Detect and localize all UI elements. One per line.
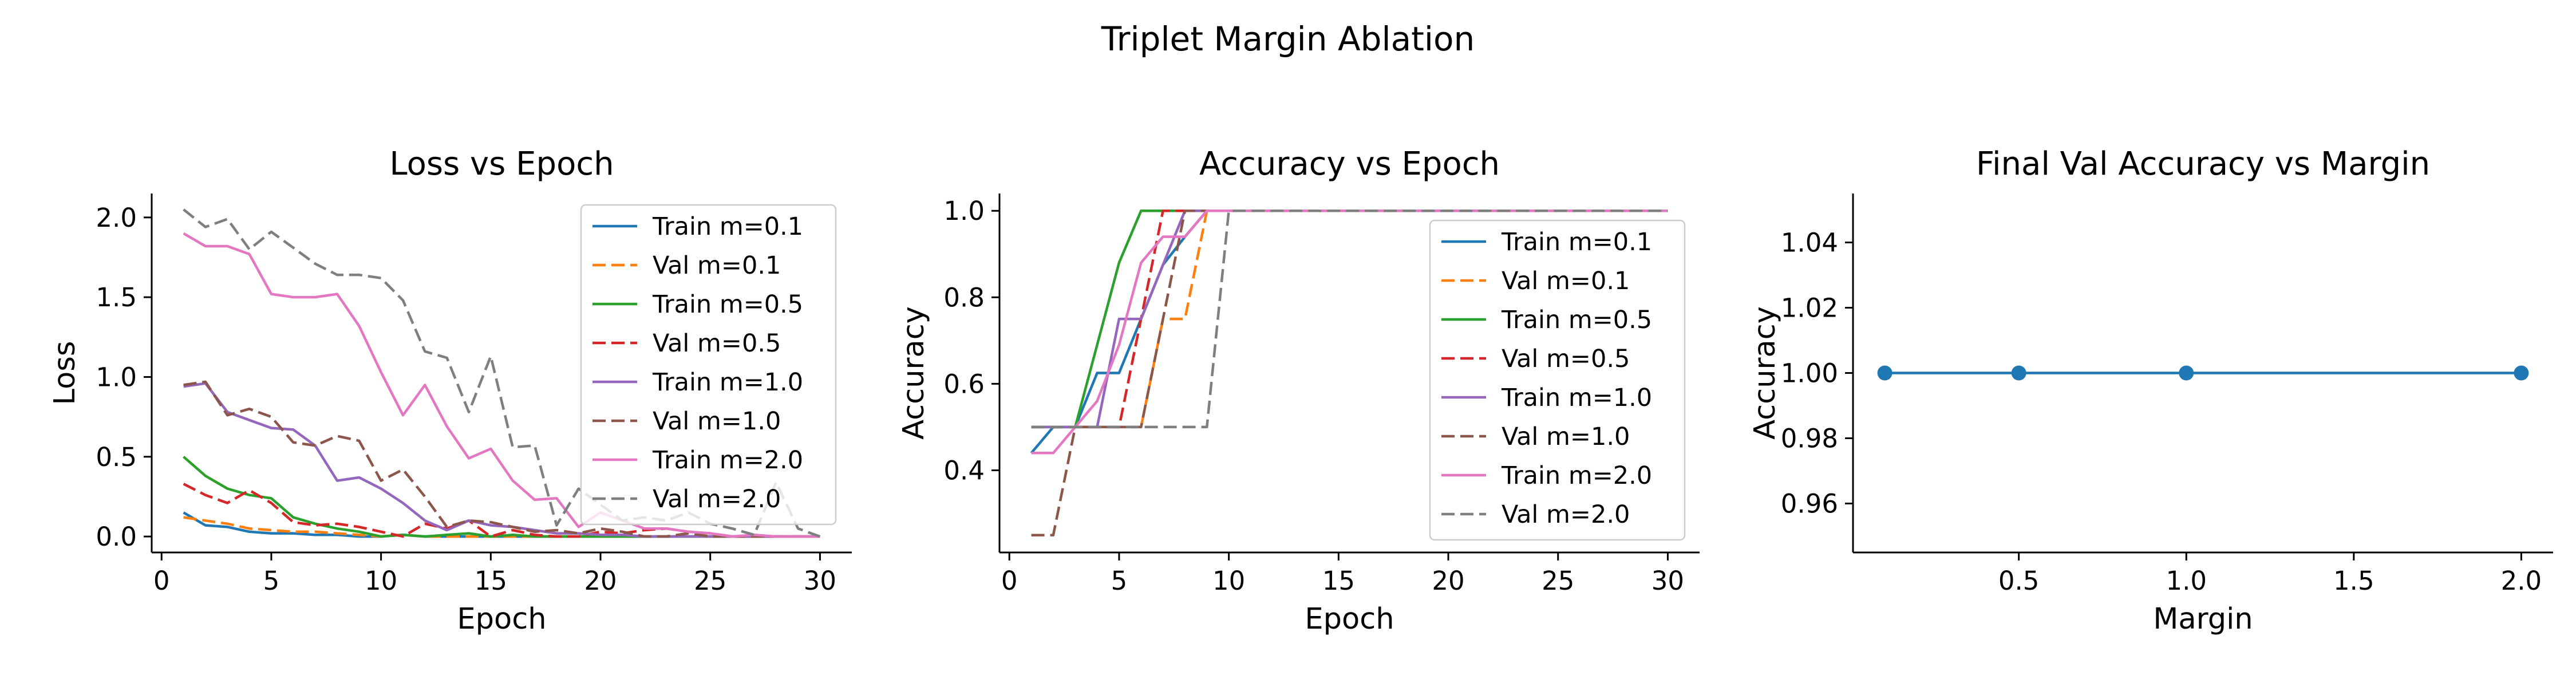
y-tick-label: 2.0 — [96, 203, 137, 233]
legend-entry: Val m=0.5 — [653, 329, 781, 358]
x-tick-label: 20 — [584, 566, 617, 596]
series-line-8 — [1031, 209, 1668, 429]
data-point — [2514, 365, 2529, 381]
x-tick-label: 0.5 — [1998, 566, 2040, 596]
series-line-4 — [183, 483, 820, 538]
x-tick-label: 5 — [263, 566, 280, 596]
y-tick-label: 0.6 — [943, 369, 985, 399]
y-tick-label: 1.0 — [943, 196, 985, 226]
y-tick-label: 0.98 — [1781, 424, 1838, 454]
x-axis-label: Margin — [2153, 602, 2253, 636]
x-tick-label: 30 — [1652, 566, 1684, 596]
x-tick-label: 25 — [1542, 566, 1574, 596]
x-tick-label: 0 — [1001, 566, 1018, 596]
legend-entry: Train m=0.5 — [652, 290, 803, 319]
plot-area — [183, 208, 821, 538]
y-tick-label: 0.0 — [96, 522, 137, 552]
legend-entry: Train m=2.0 — [1501, 461, 1652, 490]
legend-frame — [1429, 219, 1686, 541]
y-axis-label: Accuracy — [897, 306, 931, 440]
legend-entry: Val m=0.5 — [1502, 345, 1630, 373]
y-tick-label: 1.04 — [1781, 228, 1838, 258]
legend-frame — [580, 204, 837, 526]
x-tick-label: 20 — [1432, 566, 1464, 596]
x-axis-label: Epoch — [457, 602, 546, 636]
chart-panel-1: Loss vs Epoch 0 5 10 15 20 25 30 0.0 0.5 1.0 1.5 2.0… — [48, 145, 852, 636]
series-line-7 — [183, 232, 820, 538]
y-tick-label: 0.5 — [96, 442, 137, 472]
chart-title: Loss vs Epoch — [389, 145, 614, 183]
x-axis-label: Epoch — [1305, 602, 1394, 636]
y-tick-label: 0.96 — [1781, 489, 1838, 519]
legend-entry: Train m=0.5 — [1501, 306, 1652, 334]
x-tick-label: 1.0 — [2166, 566, 2207, 596]
y-tick-label: 0.8 — [943, 282, 985, 313]
legend-entry: Val m=1.0 — [1502, 423, 1630, 451]
y-tick-label: 0.4 — [943, 455, 985, 485]
y-axis-label: Accuracy — [1748, 306, 1782, 440]
x-tick-label: 10 — [1212, 566, 1245, 596]
plot-area — [1030, 209, 1668, 537]
chart-title: Accuracy vs Epoch — [1199, 145, 1500, 183]
y-tick-label: 1.02 — [1781, 293, 1838, 323]
x-tick-label: 15 — [475, 566, 507, 596]
x-tick-label: 30 — [804, 566, 836, 596]
legend-entry: Train m=0.1 — [1501, 228, 1652, 256]
x-tick-label: 25 — [694, 566, 726, 596]
legend-entry: Train m=1.0 — [652, 368, 803, 397]
legend: Train m=0.1 Val m=0.1 Train m=0.5 Val m=0.5… — [580, 204, 837, 526]
legend-entry: Train m=1.0 — [1501, 384, 1652, 412]
data-point — [2179, 365, 2194, 381]
series-line-6 — [183, 380, 820, 538]
legend-entry: Train m=2.0 — [652, 446, 803, 475]
legend-entry: Val m=2.0 — [1502, 500, 1630, 529]
legend-entry: Val m=1.0 — [653, 407, 781, 436]
y-tick-label: 1.00 — [1781, 358, 1838, 389]
legend-entry: Val m=0.1 — [1502, 267, 1630, 295]
chart-title: Final Val Accuracy vs Margin — [1976, 145, 2430, 183]
y-tick-label: 1.5 — [96, 282, 137, 313]
x-tick-label: 5 — [1111, 566, 1128, 596]
x-tick-label: 10 — [365, 566, 397, 596]
x-tick-label: 0 — [153, 566, 170, 596]
chart-panel-2: Accuracy vs Epoch 0 5 10 15 20 25 30 0.4 0.6 0.8 1.… — [897, 145, 1700, 636]
figure-title: Triplet Margin Ablation — [1101, 19, 1475, 58]
legend-entry: Val m=2.0 — [653, 485, 781, 514]
data-point — [1877, 365, 1893, 381]
data-point — [2011, 365, 2026, 381]
y-axis-label: Loss — [48, 341, 82, 405]
x-tick-label: 2.0 — [2501, 566, 2542, 596]
chart-panel-3: Final Val Accuracy vs Margin 0.5 1.0 1.5 2.0… — [1748, 145, 2553, 636]
legend: Train m=0.1 Val m=0.1 Train m=0.5 Val m=0.5… — [1429, 219, 1686, 541]
y-tick-label: 1.0 — [96, 362, 137, 392]
x-tick-label: 15 — [1322, 566, 1355, 596]
legend-entry: Val m=0.1 — [653, 251, 781, 280]
x-tick-label: 1.5 — [2333, 566, 2374, 596]
legend-entry: Train m=0.1 — [652, 212, 803, 241]
